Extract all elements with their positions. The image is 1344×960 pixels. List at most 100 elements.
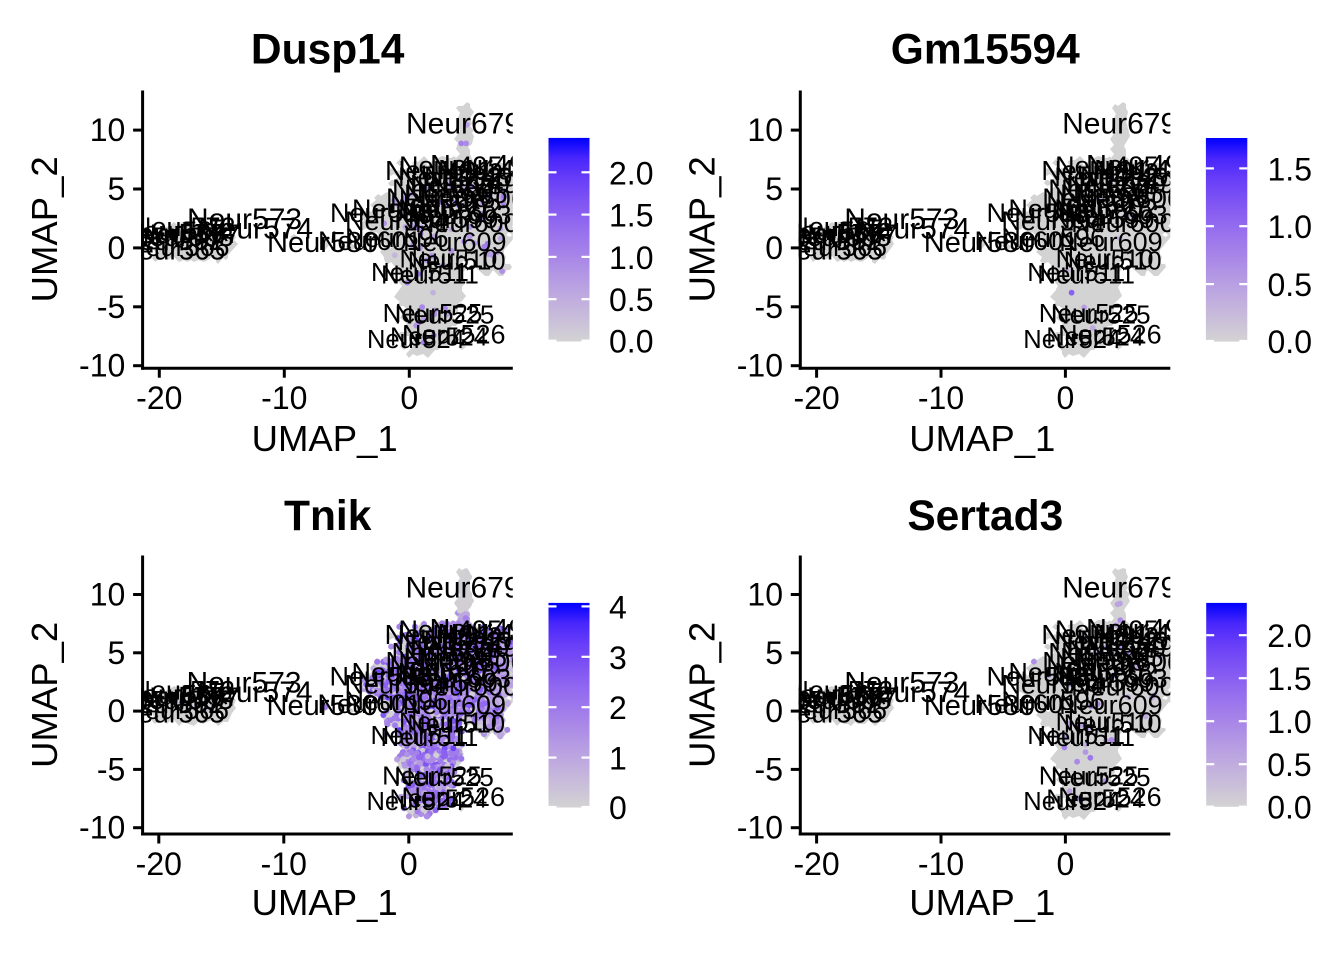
svg-text:Neur564: Neur564: [782, 679, 886, 709]
svg-text:Neur525: Neur525: [394, 762, 494, 792]
svg-text:Neur494: Neur494: [438, 154, 545, 185]
svg-text:Neur563: Neur563: [130, 222, 234, 252]
svg-text:Neur567: Neur567: [794, 682, 898, 712]
svg-text:Neur577: Neur577: [776, 681, 883, 712]
svg-text:Neur526: Neur526: [402, 782, 506, 812]
svg-text:Neur510: Neur510: [1064, 710, 1162, 738]
svg-text:-5: -5: [97, 289, 125, 325]
svg-text:Neur593: Neur593: [987, 662, 1091, 692]
svg-text:Neur598: Neur598: [386, 183, 490, 213]
svg-text:Neur609: Neur609: [403, 227, 507, 257]
svg-text:Neur602: Neur602: [398, 658, 502, 688]
svg-text:Neur600: Neur600: [415, 671, 519, 701]
svg-text:Neur580: Neur580: [267, 227, 378, 259]
svg-text:Neur607: Neur607: [390, 653, 494, 683]
svg-text:Neur606: Neur606: [1075, 183, 1182, 214]
svg-text:0.0: 0.0: [1267, 790, 1311, 826]
svg-text:Neur525: Neur525: [1051, 299, 1151, 329]
svg-text:0.0: 0.0: [1268, 324, 1312, 360]
svg-text:Neur600: Neur600: [1071, 671, 1175, 701]
svg-text:Neur605: Neur605: [1060, 643, 1164, 673]
svg-text:3: 3: [609, 640, 627, 676]
svg-text:Neur679: Neur679: [406, 107, 521, 140]
svg-text:Neur596: Neur596: [1001, 686, 1105, 716]
svg-text:Neur525: Neur525: [1039, 298, 1139, 328]
svg-text:Neur491: Neur491: [385, 619, 492, 650]
svg-text:Neur599: Neur599: [395, 667, 499, 697]
svg-text:Neur510: Neur510: [400, 246, 498, 274]
svg-text:Neur598: Neur598: [386, 647, 490, 677]
svg-text:Neur605: Neur605: [404, 179, 508, 209]
svg-text:Neur565: Neur565: [118, 235, 225, 266]
svg-text:Neur574: Neur574: [855, 676, 970, 709]
svg-text:0.5: 0.5: [1267, 747, 1311, 783]
svg-text:Neur594: Neur594: [1001, 669, 1105, 699]
svg-text:Neur598: Neur598: [1042, 647, 1146, 677]
svg-text:Neur602: Neur602: [1054, 658, 1158, 688]
svg-text:Neur493: Neur493: [424, 162, 528, 192]
svg-text:UMAP_2: UMAP_2: [24, 156, 65, 302]
svg-text:Neur492: Neur492: [1054, 162, 1158, 192]
svg-text:Neur490: Neur490: [1066, 169, 1166, 199]
svg-text:Neur572: Neur572: [132, 212, 236, 242]
svg-text:4: 4: [609, 589, 627, 625]
svg-text:10: 10: [747, 577, 783, 613]
svg-text:Neur679: Neur679: [1062, 572, 1177, 605]
svg-text:Neur564: Neur564: [124, 216, 228, 246]
svg-text:Neur603: Neur603: [1064, 200, 1168, 230]
svg-text:Neur564: Neur564: [124, 679, 228, 709]
svg-text:10: 10: [90, 577, 126, 613]
svg-text:UMAP_1: UMAP_1: [252, 882, 398, 923]
svg-text:Neur511: Neur511: [1027, 257, 1125, 287]
svg-text:Neur497: Neur497: [1086, 169, 1190, 199]
svg-text:0.5: 0.5: [609, 282, 653, 318]
svg-text:-10: -10: [261, 846, 307, 882]
svg-text:Neur601: Neur601: [975, 689, 1079, 719]
svg-text:Neur602: Neur602: [1054, 194, 1158, 224]
svg-text:Neur602: Neur602: [398, 194, 502, 224]
svg-text:Neur599: Neur599: [1051, 667, 1155, 697]
svg-text:Neur524: Neur524: [390, 324, 488, 352]
svg-text:Gm15594: Gm15594: [891, 27, 1080, 74]
svg-text:UMAP_2: UMAP_2: [682, 622, 723, 768]
svg-text:-10: -10: [79, 810, 125, 846]
svg-text:Neur493: Neur493: [424, 626, 528, 656]
svg-text:0: 0: [400, 846, 418, 882]
svg-text:Neur574: Neur574: [198, 213, 313, 246]
svg-text:Neur567: Neur567: [794, 219, 898, 249]
svg-text:Neur524: Neur524: [1046, 786, 1144, 814]
svg-text:Neur609: Neur609: [1059, 227, 1163, 257]
svg-text:10: 10: [90, 112, 126, 148]
svg-text:Neur599: Neur599: [1051, 204, 1155, 234]
svg-text:1.5: 1.5: [1267, 661, 1311, 697]
svg-text:Neur573: Neur573: [844, 203, 959, 236]
svg-text:Neur566: Neur566: [784, 695, 888, 725]
svg-text:Neur573: Neur573: [187, 666, 302, 699]
svg-text:5: 5: [765, 171, 783, 207]
svg-text:-5: -5: [755, 751, 783, 787]
svg-text:Neur524: Neur524: [367, 326, 465, 354]
svg-text:Neur566: Neur566: [126, 232, 230, 262]
svg-text:Neur580: Neur580: [267, 690, 378, 722]
svg-text:Neur607: Neur607: [1046, 189, 1150, 219]
svg-text:Neur566: Neur566: [784, 232, 888, 262]
svg-text:Tnik: Tnik: [284, 493, 372, 540]
svg-text:0: 0: [108, 693, 126, 729]
svg-text:Neur566: Neur566: [126, 695, 230, 725]
svg-text:Neur594: Neur594: [345, 206, 449, 236]
svg-text:0: 0: [1057, 380, 1075, 416]
svg-text:Neur524: Neur524: [1023, 788, 1121, 816]
svg-text:Neur593: Neur593: [330, 198, 434, 228]
svg-text:Neur511: Neur511: [381, 722, 479, 752]
svg-text:Neur595: Neur595: [352, 658, 456, 688]
svg-text:Neur565: Neur565: [776, 698, 883, 729]
svg-text:-20: -20: [793, 380, 839, 416]
svg-text:Neur510: Neur510: [399, 709, 497, 737]
svg-text:Neur595: Neur595: [1008, 194, 1112, 224]
svg-text:-20: -20: [136, 846, 182, 882]
svg-text:Neur598: Neur598: [1042, 183, 1146, 213]
svg-text:Neur562: Neur562: [120, 689, 224, 719]
svg-text:Neur577: Neur577: [118, 681, 225, 712]
svg-text:1.5: 1.5: [1268, 151, 1312, 187]
svg-text:Neur490: Neur490: [410, 169, 510, 199]
